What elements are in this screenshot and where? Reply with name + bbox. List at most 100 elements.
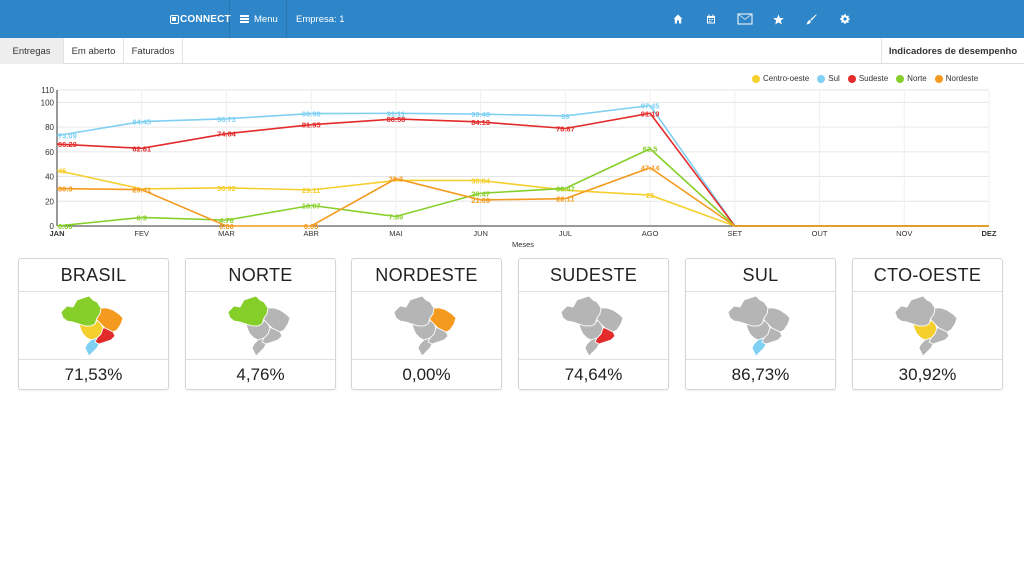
- data-label: 86.73: [217, 115, 236, 124]
- x-tick-label: JAN: [49, 229, 64, 238]
- data-label: 0.00: [219, 222, 234, 231]
- y-tick-label: 80: [45, 123, 54, 132]
- map-region-norte: [393, 295, 434, 327]
- star-icon[interactable]: [762, 0, 796, 38]
- x-tick-label: SET: [728, 229, 743, 238]
- map-region-sul: [251, 337, 267, 357]
- legend-item[interactable]: Sul: [817, 74, 840, 83]
- data-label: 47.14: [641, 164, 661, 173]
- data-label: 78.87: [556, 124, 575, 133]
- legend-dot-icon: [847, 74, 856, 83]
- map-region-norte: [60, 295, 101, 327]
- legend-dot-icon: [896, 74, 905, 83]
- envelope-icon[interactable]: [728, 0, 762, 38]
- y-tick-label: 110: [41, 86, 54, 95]
- map-region-norte: [894, 295, 935, 327]
- legend-item[interactable]: Norte: [896, 74, 927, 83]
- region-card-sul[interactable]: SUL 86,73%: [685, 258, 836, 390]
- region-card-norte[interactable]: NORTE 4,76%: [185, 258, 336, 390]
- region-card-value: 0,00%: [352, 359, 501, 390]
- data-label: 0.00: [304, 222, 319, 231]
- y-tick-label: 40: [45, 173, 54, 182]
- map-region-sul: [417, 337, 433, 357]
- calendar-icon[interactable]: [695, 0, 729, 38]
- data-label: 86.58: [387, 115, 406, 124]
- data-label: 16.67: [302, 201, 321, 210]
- brazil-map-icon: [19, 293, 168, 359]
- region-card-title: SUL: [686, 259, 835, 292]
- navbar-divider: [229, 0, 230, 38]
- map-region-sul: [918, 337, 934, 357]
- data-label: 89: [561, 112, 569, 121]
- data-label: 30.92: [217, 184, 236, 193]
- brazil-map-icon: [352, 293, 501, 359]
- hamburger-icon: [240, 14, 249, 25]
- data-label: 84.13: [471, 118, 490, 127]
- legend-item[interactable]: Sudeste: [847, 74, 888, 83]
- region-card-sudeste[interactable]: SUDESTE 74,64%: [518, 258, 669, 390]
- region-card-value: 4,76%: [186, 359, 335, 390]
- brand-name: CONNECT: [180, 13, 231, 25]
- brazil-map-icon: [186, 293, 335, 359]
- region-card-title: NORTE: [186, 259, 335, 292]
- series-line-norte: [56, 147, 989, 227]
- region-card-title: BRASIL: [19, 259, 168, 292]
- menu-label: Menu: [254, 13, 278, 25]
- legend-item[interactable]: Nordeste: [934, 74, 979, 83]
- gear-icon[interactable]: [829, 0, 863, 38]
- map-region-sul: [584, 337, 600, 357]
- legend-dot-icon: [752, 74, 760, 83]
- data-label: 91.11: [387, 109, 405, 118]
- data-label: 90.48: [471, 110, 490, 119]
- data-label: 22.11: [556, 195, 574, 204]
- tabs-bar: Entregas Em aberto Faturados Indicadores…: [0, 38, 1024, 64]
- x-tick-label: JUL: [559, 229, 572, 238]
- region-card-title: SUDESTE: [519, 259, 668, 292]
- data-label: 30.3: [58, 185, 73, 194]
- x-tick-label: JUN: [473, 229, 488, 238]
- menu-button[interactable]: Menu: [240, 0, 278, 38]
- line-chart-svg: 0 20 40 60 80 100 110 JAN FEV MAR ABR MAI JUN JUL AGO S…: [41, 86, 997, 249]
- data-label: 81.95: [302, 121, 321, 130]
- region-card-value: 74,64%: [519, 359, 668, 390]
- map-region-norte: [227, 295, 268, 327]
- region-card-nordeste[interactable]: NORDESTE 0,00%: [351, 258, 502, 390]
- y-tick-label: 0: [50, 222, 55, 231]
- data-label: 73.09: [58, 132, 77, 141]
- region-card-centro[interactable]: CTO-OESTE 30,92%: [852, 258, 1003, 390]
- map-region-norte: [727, 295, 768, 327]
- series-line-sudeste: [56, 112, 989, 227]
- data-label: 66.29: [58, 140, 77, 149]
- data-label: 25: [646, 191, 654, 200]
- data-label: 21.09: [471, 196, 490, 205]
- data-label: 97.45: [641, 102, 660, 111]
- series-line-sul: [56, 104, 989, 227]
- brazil-map-icon: [686, 293, 835, 359]
- navbar-icon-group: [661, 0, 862, 38]
- x-tick-label: OUT: [812, 229, 828, 238]
- legend-item[interactable]: Centro-oeste: [752, 74, 809, 83]
- brazil-map-icon: [519, 293, 668, 359]
- region-card-value: 71,53%: [19, 359, 168, 390]
- tab-entregas[interactable]: Entregas: [0, 38, 64, 64]
- data-label: 90.98: [302, 110, 321, 119]
- tab-faturados[interactable]: Faturados: [124, 38, 183, 64]
- legend-label: Nordeste: [945, 74, 979, 83]
- region-card-all[interactable]: BRASIL 71,53%: [18, 258, 169, 390]
- brand-logo[interactable]: CONNECT: [170, 0, 231, 38]
- logo-mark-icon: [170, 14, 179, 24]
- data-label: 91.19: [641, 109, 660, 118]
- region-card-value: 86,73%: [686, 359, 835, 390]
- data-label: 62.81: [132, 144, 151, 153]
- brush-icon[interactable]: [795, 0, 829, 38]
- home-icon[interactable]: [661, 0, 695, 38]
- chart-legend: Centro-oeste Sul Sudeste Norte Nordeste: [752, 74, 986, 83]
- tab-em-aberto[interactable]: Em aberto: [64, 38, 124, 64]
- empresa-selector[interactable]: Empresa: 1: [296, 13, 345, 25]
- performance-line-chart: 0 20 40 60 80 100 110 JAN FEV MAR ABR MAI JUN JUL AGO S…: [0, 64, 1024, 254]
- data-label: 38.3: [389, 175, 404, 184]
- data-label: 29.41: [132, 186, 151, 195]
- x-tick-label: ABR: [303, 229, 319, 238]
- y-tick-label: 60: [45, 148, 54, 157]
- region-card-title: NORDESTE: [352, 259, 501, 292]
